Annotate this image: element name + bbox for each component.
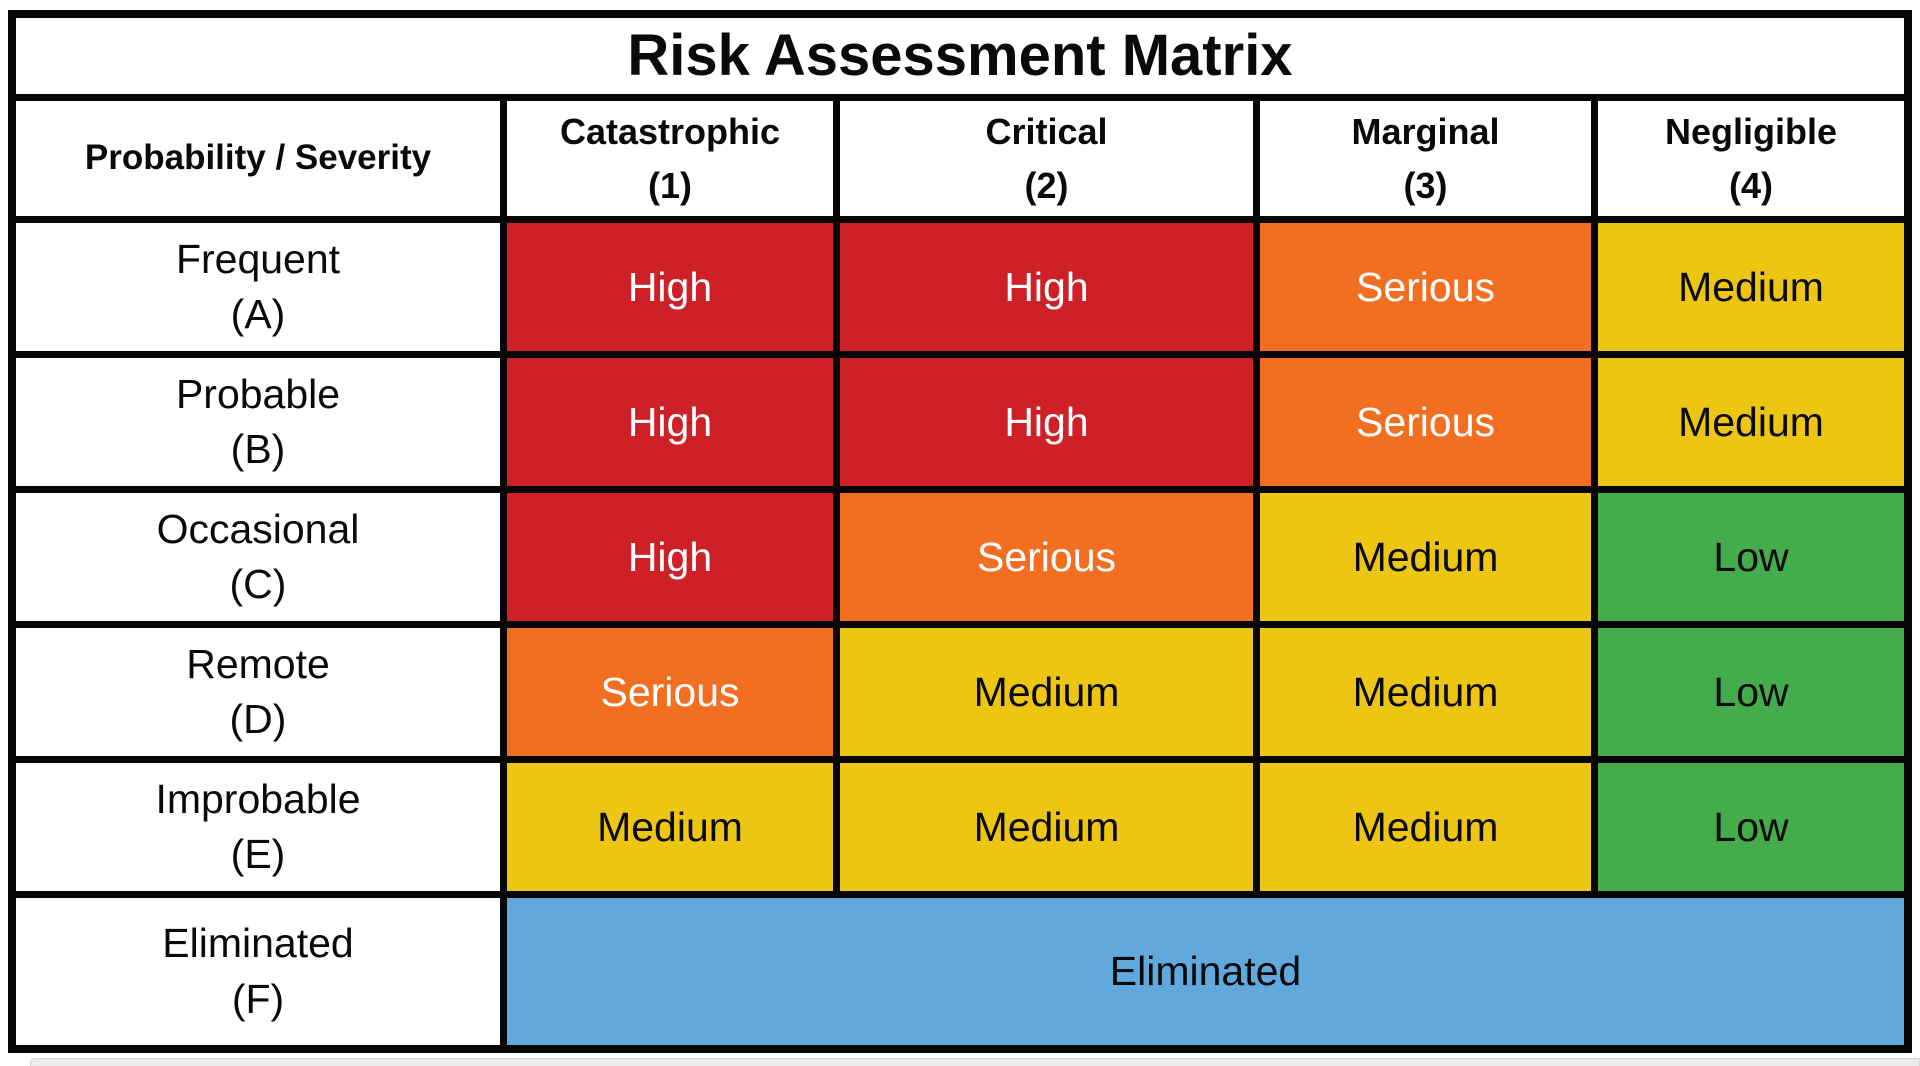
risk-cell: Medium [1598,223,1904,351]
page-title: Risk Assessment Matrix [16,18,1904,94]
row-label-text: Occasional [156,505,360,552]
risk-cell: Serious [1260,223,1591,351]
col-header-number: (2) [1024,164,1069,206]
col-header-catastrophic: Catastrophic (1) [507,101,833,216]
risk-cell: Medium [1260,493,1591,621]
corner-header: Probability / Severity [16,101,500,216]
row-label-probable: Probable (B) [16,358,500,486]
col-header-name: Catastrophic [559,110,781,152]
risk-cell: Medium [840,628,1253,756]
col-header-number: (1) [648,164,692,206]
risk-cell: Low [1598,493,1904,621]
col-header-number: (4) [1729,164,1773,206]
row-label-text: Eliminated [162,920,354,967]
row-label-code: (E) [230,831,286,877]
risk-cell: Medium [507,763,833,891]
col-header-number: (3) [1403,164,1448,206]
col-header-critical: Critical (2) [840,101,1253,216]
risk-cell: Serious [1260,358,1591,486]
risk-matrix-table: Risk Assessment Matrix Probability / Sev… [8,10,1912,1053]
col-header-name: Marginal [1351,110,1500,152]
row-label-code: (A) [230,291,286,337]
row-label-code: (C) [229,561,287,607]
risk-cell: Medium [1598,358,1904,486]
risk-cell: Low [1598,763,1904,891]
row-label-code: (F) [231,975,285,1022]
row-label-code: (B) [230,426,286,472]
row-label-text: Remote [186,640,330,687]
row-label-remote: Remote (D) [16,628,500,756]
risk-cell: High [507,358,833,486]
risk-cell: High [840,358,1253,486]
risk-cell: High [507,223,833,351]
row-label-frequent: Frequent (A) [16,223,500,351]
horizontal-scrollbar[interactable] [30,1058,1920,1066]
risk-cell: Low [1598,628,1904,756]
risk-cell: High [507,493,833,621]
col-header-name: Negligible [1664,110,1838,152]
row-label-code: (D) [229,696,287,742]
row-label-text: Improbable [155,775,361,822]
row-label-eliminated: Eliminated (F) [16,898,500,1045]
risk-cell: Medium [1260,763,1591,891]
risk-cell: Serious [507,628,833,756]
risk-cell: Medium [840,763,1253,891]
row-label-text: Frequent [175,235,341,282]
row-label-text: Probable [175,370,341,417]
col-header-name: Critical [985,110,1108,152]
row-label-improbable: Improbable (E) [16,763,500,891]
risk-cell-eliminated-span: Eliminated [507,898,1904,1045]
risk-cell: High [840,223,1253,351]
risk-cell: Serious [840,493,1253,621]
risk-cell: Medium [1260,628,1591,756]
col-header-marginal: Marginal (3) [1260,101,1591,216]
row-label-occasional: Occasional (C) [16,493,500,621]
col-header-negligible: Negligible (4) [1598,101,1904,216]
